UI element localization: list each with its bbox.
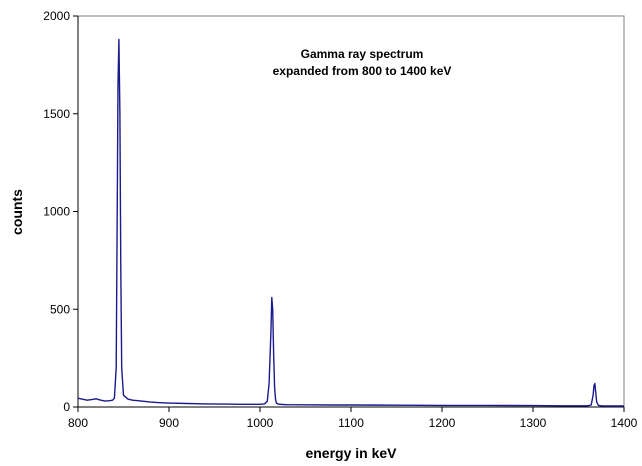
x-tick-label: 1000	[247, 416, 274, 430]
y-tick-label: 0	[63, 400, 70, 414]
y-tick-label: 1500	[43, 107, 70, 121]
annotation-line: expanded from 800 to 1400 keV	[273, 64, 452, 78]
x-tick-label: 1100	[338, 416, 364, 430]
spectrum-line	[77, 38, 624, 407]
series-group	[77, 38, 624, 407]
x-axis-title: energy in keV	[305, 445, 397, 461]
y-axis-title: counts	[9, 189, 25, 235]
x-axis-ticks: 800 900 1000 1100 1200 1300 1400	[68, 407, 638, 430]
x-tick-label: 900	[159, 416, 179, 430]
chart-annotation: Gamma ray spectrum expanded from 800 to 1…	[273, 47, 452, 78]
x-tick-label: 800	[68, 416, 88, 430]
x-tick-label: 1400	[611, 416, 638, 430]
y-tick-label: 2000	[43, 9, 70, 23]
y-tick-label: 500	[50, 302, 70, 316]
x-tick-label: 1200	[429, 416, 456, 430]
y-axis-ticks: 0 500 1000 1500 2000	[43, 9, 78, 414]
y-tick-label: 1000	[43, 205, 70, 219]
x-tick-label: 1300	[520, 416, 547, 430]
annotation-line: Gamma ray spectrum	[301, 47, 424, 61]
